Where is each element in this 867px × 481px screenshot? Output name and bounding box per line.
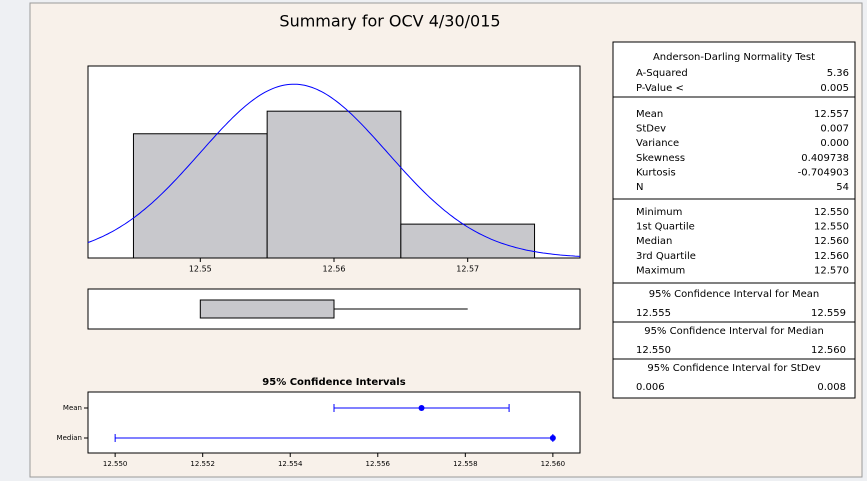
stat-label: Variance — [636, 138, 679, 149]
interval-value: 12.555 — [636, 308, 671, 319]
stat-label: StDev — [636, 124, 666, 135]
category-label: Median — [57, 434, 82, 442]
interval-value: 12.550 — [636, 345, 671, 356]
stat-value: -0.704903 — [798, 167, 849, 178]
section-title: 95% Confidence Interval for Mean — [649, 289, 819, 300]
interval-value: 12.560 — [811, 345, 846, 356]
stat-value: 12.560 — [814, 236, 849, 247]
stat-label: A-Squared — [636, 68, 688, 79]
stat-value: 12.557 — [814, 109, 849, 120]
stat-value: 12.570 — [814, 265, 849, 276]
stat-value: 0.000 — [820, 138, 849, 149]
stat-label: N — [636, 182, 643, 193]
fit-curve — [87, 83, 581, 257]
stat-label: Kurtosis — [636, 167, 676, 178]
section-title: 95% Confidence Interval for StDev — [647, 363, 820, 374]
stat-value: 5.36 — [827, 68, 849, 79]
section-title: Anderson-Darling Normality Test — [653, 52, 815, 63]
stat-label: 3rd Quartile — [636, 251, 696, 262]
interval-title: 95% Confidence Intervals — [262, 377, 405, 388]
x-tick-label: 12.550 — [103, 460, 128, 468]
interval-value: 0.008 — [817, 382, 846, 393]
stat-value: 12.550 — [814, 222, 849, 233]
x-tick-label: 12.558 — [453, 460, 478, 468]
stat-label: Median — [636, 236, 672, 247]
stat-value: 12.560 — [814, 251, 849, 262]
x-tick-label: 12.554 — [278, 460, 303, 468]
x-tick-label: 12.556 — [366, 460, 391, 468]
stat-value: 54 — [836, 182, 849, 193]
stat-value: 0.007 — [820, 124, 849, 135]
interval-value: 0.006 — [636, 382, 665, 393]
bar — [266, 110, 402, 259]
box — [199, 299, 335, 319]
x-tick-label: 12.56 — [323, 265, 346, 274]
bar — [400, 223, 536, 259]
stat-label: 1st Quartile — [636, 222, 695, 233]
stat-label: Skewness — [636, 153, 685, 164]
bar — [132, 133, 268, 259]
chart-title: Summary for OCV 4/30/015 — [279, 12, 500, 31]
x-tick-label: 12.560 — [541, 460, 566, 468]
interval-area — [87, 391, 581, 454]
x-tick-label: 12.55 — [189, 265, 212, 274]
stat-label: Minimum — [636, 207, 682, 218]
stat-label: P-Value < — [636, 83, 684, 94]
stat-label: Mean — [636, 109, 663, 120]
interval-value: 12.559 — [811, 308, 846, 319]
point — [418, 405, 425, 411]
stat-label: Maximum — [636, 265, 685, 276]
x-tick-label: 12.57 — [456, 265, 479, 274]
point — [549, 435, 556, 441]
x-tick-label: 12.552 — [190, 460, 215, 468]
section-title: 95% Confidence Interval for Median — [644, 326, 824, 337]
category-label: Mean — [63, 404, 82, 412]
stats-table — [612, 41, 856, 399]
stat-value: 0.005 — [820, 83, 849, 94]
stat-value: 0.409738 — [801, 153, 849, 164]
stat-value: 12.550 — [814, 207, 849, 218]
